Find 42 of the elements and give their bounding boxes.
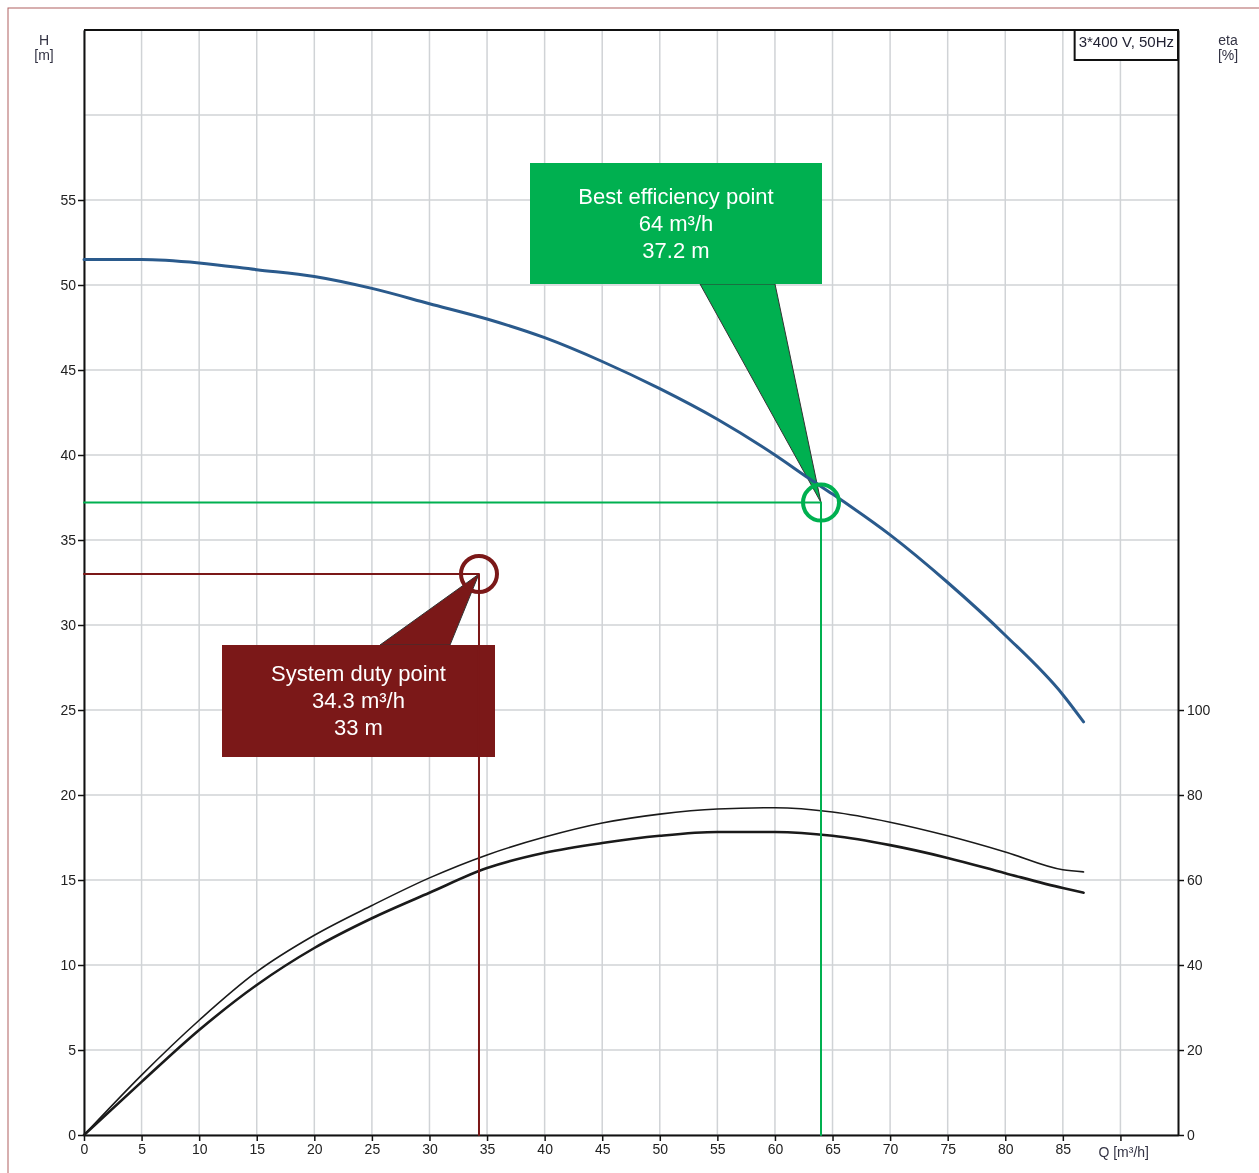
x-tick-label: 15 xyxy=(249,1140,266,1157)
y-tick-label: 40 xyxy=(60,446,77,463)
y2-tick-label: 20 xyxy=(1187,1041,1203,1058)
y2-tick-label: 100 xyxy=(1187,701,1211,718)
annotation: 3*400 V, 50Hz xyxy=(1078,33,1174,50)
x-tick-label: 10 xyxy=(191,1140,208,1157)
y-tick-label: 35 xyxy=(60,531,77,548)
x-tick-label: 55 xyxy=(710,1140,726,1157)
x-tick-label: 45 xyxy=(594,1140,611,1157)
x-tick-label: 5 xyxy=(138,1140,147,1157)
y-tick-label: 45 xyxy=(60,361,77,378)
y-tick-label: 30 xyxy=(60,616,77,633)
x-tick-label: 65 xyxy=(825,1140,842,1157)
y2-tick-label: 80 xyxy=(1187,786,1203,803)
y-tick-label: 25 xyxy=(60,701,77,718)
x-tick-label: 35 xyxy=(479,1140,496,1157)
y-tick-label: 20 xyxy=(60,786,77,803)
y-tick-label: 0 xyxy=(68,1126,77,1143)
y2-tick-label: 60 xyxy=(1187,871,1203,888)
y-tick-label: 15 xyxy=(60,871,77,888)
x-tick-label: 70 xyxy=(882,1140,899,1157)
y2-tick-label: 0 xyxy=(1187,1126,1195,1143)
x-tick-label: 20 xyxy=(307,1140,323,1157)
y-tick-label: 50 xyxy=(60,276,77,293)
x-tick-label: 25 xyxy=(364,1140,381,1157)
x-tick-label: 60 xyxy=(767,1140,784,1157)
x-tick-label: 75 xyxy=(940,1140,957,1157)
x-tick-label: 40 xyxy=(537,1140,554,1157)
y2-tick-label: 40 xyxy=(1187,956,1203,973)
annotation: Best efficiency point 64 m³/h 37.2 m xyxy=(578,183,774,263)
x-tick-label: 50 xyxy=(652,1140,669,1157)
y-tick-label: 55 xyxy=(60,191,77,208)
x-axis-title: Q [m³/h] xyxy=(1098,1144,1149,1160)
x-tick-label: 0 xyxy=(80,1140,89,1157)
annotation: System duty point 34.3 m³/h 33 m xyxy=(271,661,446,740)
y-tick-label: 5 xyxy=(68,1041,77,1058)
x-tick-label: 30 xyxy=(422,1140,438,1157)
x-tick-label: 85 xyxy=(1055,1140,1072,1157)
x-tick-label: 80 xyxy=(997,1140,1014,1157)
y-axis-title: H [m] xyxy=(34,32,54,63)
y2-axis-title: eta [%] xyxy=(1217,32,1239,63)
y-tick-label: 10 xyxy=(60,956,77,973)
